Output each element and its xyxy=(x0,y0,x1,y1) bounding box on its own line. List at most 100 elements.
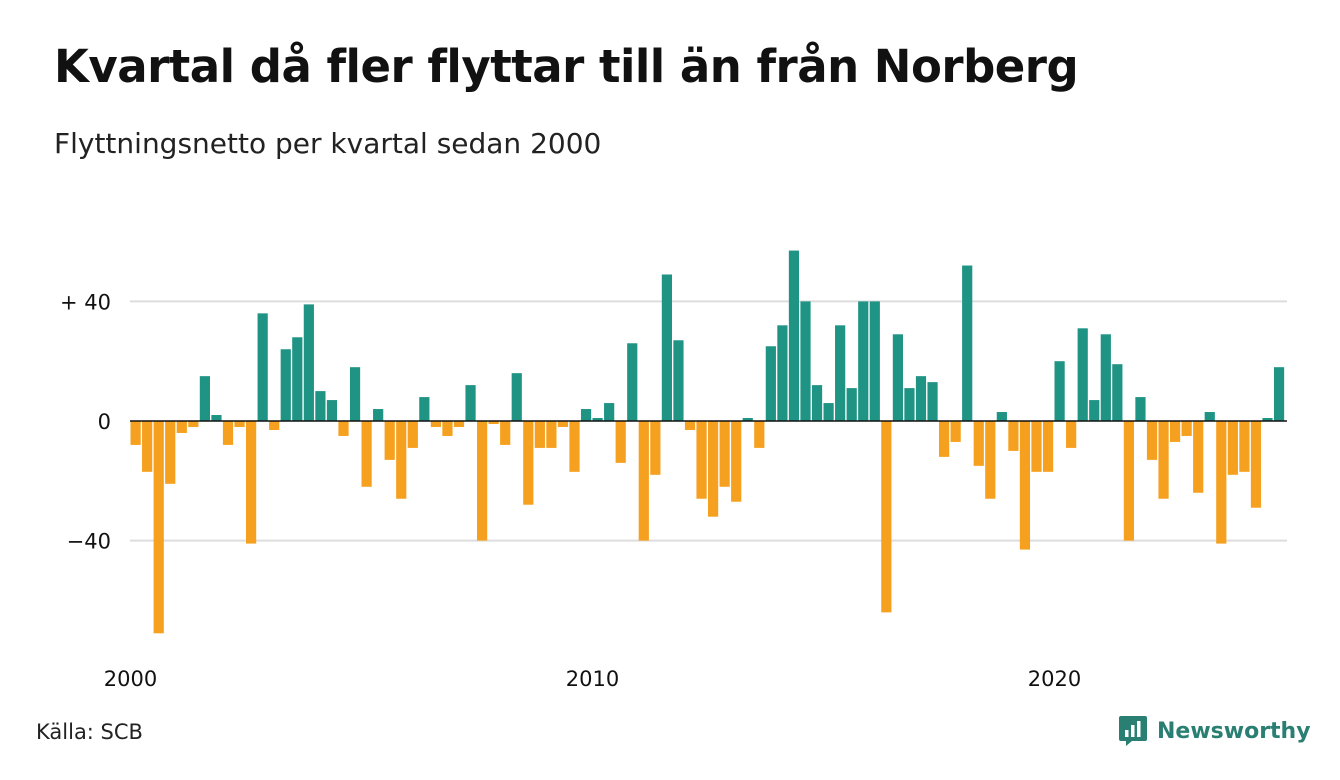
bar-positive xyxy=(1273,367,1285,421)
bar-negative xyxy=(881,421,892,613)
bar-positive xyxy=(673,340,684,421)
bars xyxy=(130,250,1285,634)
bar-negative xyxy=(442,421,453,436)
bar-positive xyxy=(835,325,846,421)
bar-positive xyxy=(1054,361,1065,421)
bar-negative xyxy=(1216,421,1227,544)
newsworthy-logo-icon xyxy=(1119,716,1147,746)
bar-positive xyxy=(580,409,592,421)
bar-negative xyxy=(1066,421,1077,448)
bar-negative xyxy=(222,421,234,445)
bar-positive xyxy=(326,400,338,421)
bar-positive xyxy=(604,403,615,421)
bar-positive xyxy=(661,274,672,421)
bar-positive xyxy=(373,409,384,421)
bar-positive xyxy=(1100,334,1111,421)
bar-negative xyxy=(500,421,511,445)
bar-negative xyxy=(1019,421,1031,550)
bar-negative xyxy=(1123,421,1134,541)
bar-negative xyxy=(234,421,245,427)
bar-negative xyxy=(696,421,707,499)
bar-negative xyxy=(1227,421,1238,475)
bar-negative xyxy=(1250,421,1262,508)
bar-positive xyxy=(1135,397,1146,421)
bar-negative xyxy=(557,421,569,427)
bar-negative xyxy=(176,421,187,433)
bar-negative xyxy=(1193,421,1204,493)
x-tick-label: 2000 xyxy=(104,667,157,691)
bar-positive xyxy=(1204,412,1215,421)
y-tick-labels: + 40 0 −40 xyxy=(60,290,111,553)
bar-negative xyxy=(973,421,984,466)
bar-negative xyxy=(1042,421,1054,472)
bar-negative xyxy=(719,421,730,487)
bar-negative xyxy=(488,421,499,424)
bar-positive xyxy=(742,418,753,421)
bar-positive xyxy=(823,403,834,421)
bar-negative xyxy=(708,421,719,517)
bar-negative xyxy=(396,421,407,499)
bar-positive xyxy=(280,349,291,421)
bar-positive xyxy=(303,304,314,421)
bar-negative xyxy=(1239,421,1250,472)
bar-negative xyxy=(985,421,996,499)
bar-negative xyxy=(569,421,580,472)
bar-positive xyxy=(846,388,857,421)
bar-positive xyxy=(904,388,915,421)
bar-positive xyxy=(627,343,638,421)
bar-positive xyxy=(1077,328,1088,421)
bar-negative xyxy=(338,421,349,436)
bar-positive xyxy=(777,325,788,421)
bar-negative xyxy=(1008,421,1019,451)
bar-chart: + 40 0 −40 2000 2010 2020 xyxy=(60,250,1287,691)
bar-positive xyxy=(892,334,903,421)
x-tick-labels: 2000 2010 2020 xyxy=(104,667,1081,691)
bar-negative xyxy=(546,421,557,448)
bar-negative xyxy=(384,421,395,460)
source-note: Källa: SCB xyxy=(36,720,143,744)
y-tick-label: 0 xyxy=(98,410,111,434)
bar-negative xyxy=(523,421,534,505)
bar-positive xyxy=(199,376,210,421)
bar-negative xyxy=(453,421,465,427)
bar-negative xyxy=(1146,421,1158,460)
bar-negative xyxy=(1158,421,1169,499)
bar-negative xyxy=(361,421,372,487)
bar-negative xyxy=(731,421,742,502)
bar-positive xyxy=(800,301,811,421)
bar-negative xyxy=(130,421,141,445)
bar-negative xyxy=(1031,421,1042,472)
bar-negative xyxy=(407,421,418,448)
y-tick-label: + 40 xyxy=(60,290,111,314)
bar-positive xyxy=(927,382,938,421)
bar-positive xyxy=(349,367,361,421)
bar-positive xyxy=(315,391,326,421)
bar-negative xyxy=(142,421,153,472)
bar-positive xyxy=(869,301,880,421)
y-tick-label: −40 xyxy=(67,530,111,554)
bar-positive xyxy=(292,337,303,421)
bar-negative xyxy=(684,421,696,430)
bar-negative xyxy=(615,421,626,463)
bar-positive xyxy=(996,412,1007,421)
bar-positive xyxy=(811,385,823,421)
bar-negative xyxy=(188,421,199,427)
bar-negative xyxy=(1170,421,1181,442)
bar-positive xyxy=(257,313,268,421)
bar-negative xyxy=(246,421,257,544)
bar-positive xyxy=(915,376,927,421)
bar-positive xyxy=(211,415,222,421)
bar-positive xyxy=(962,265,973,421)
bar-negative xyxy=(650,421,661,475)
gridlines xyxy=(130,300,1287,542)
bar-positive xyxy=(1089,400,1100,421)
bar-positive xyxy=(511,373,522,421)
bar-negative xyxy=(165,421,176,484)
bar-negative xyxy=(534,421,545,448)
chart-subtitle: Flyttningsnetto per kvartal sedan 2000 xyxy=(54,127,602,160)
bar-negative xyxy=(950,421,961,442)
chart-title: Kvartal då fler flyttar till än från Nor… xyxy=(54,40,1079,93)
bar-positive xyxy=(592,418,603,421)
bar-negative xyxy=(1181,421,1192,436)
brand-name: Newsworthy xyxy=(1157,718,1311,744)
